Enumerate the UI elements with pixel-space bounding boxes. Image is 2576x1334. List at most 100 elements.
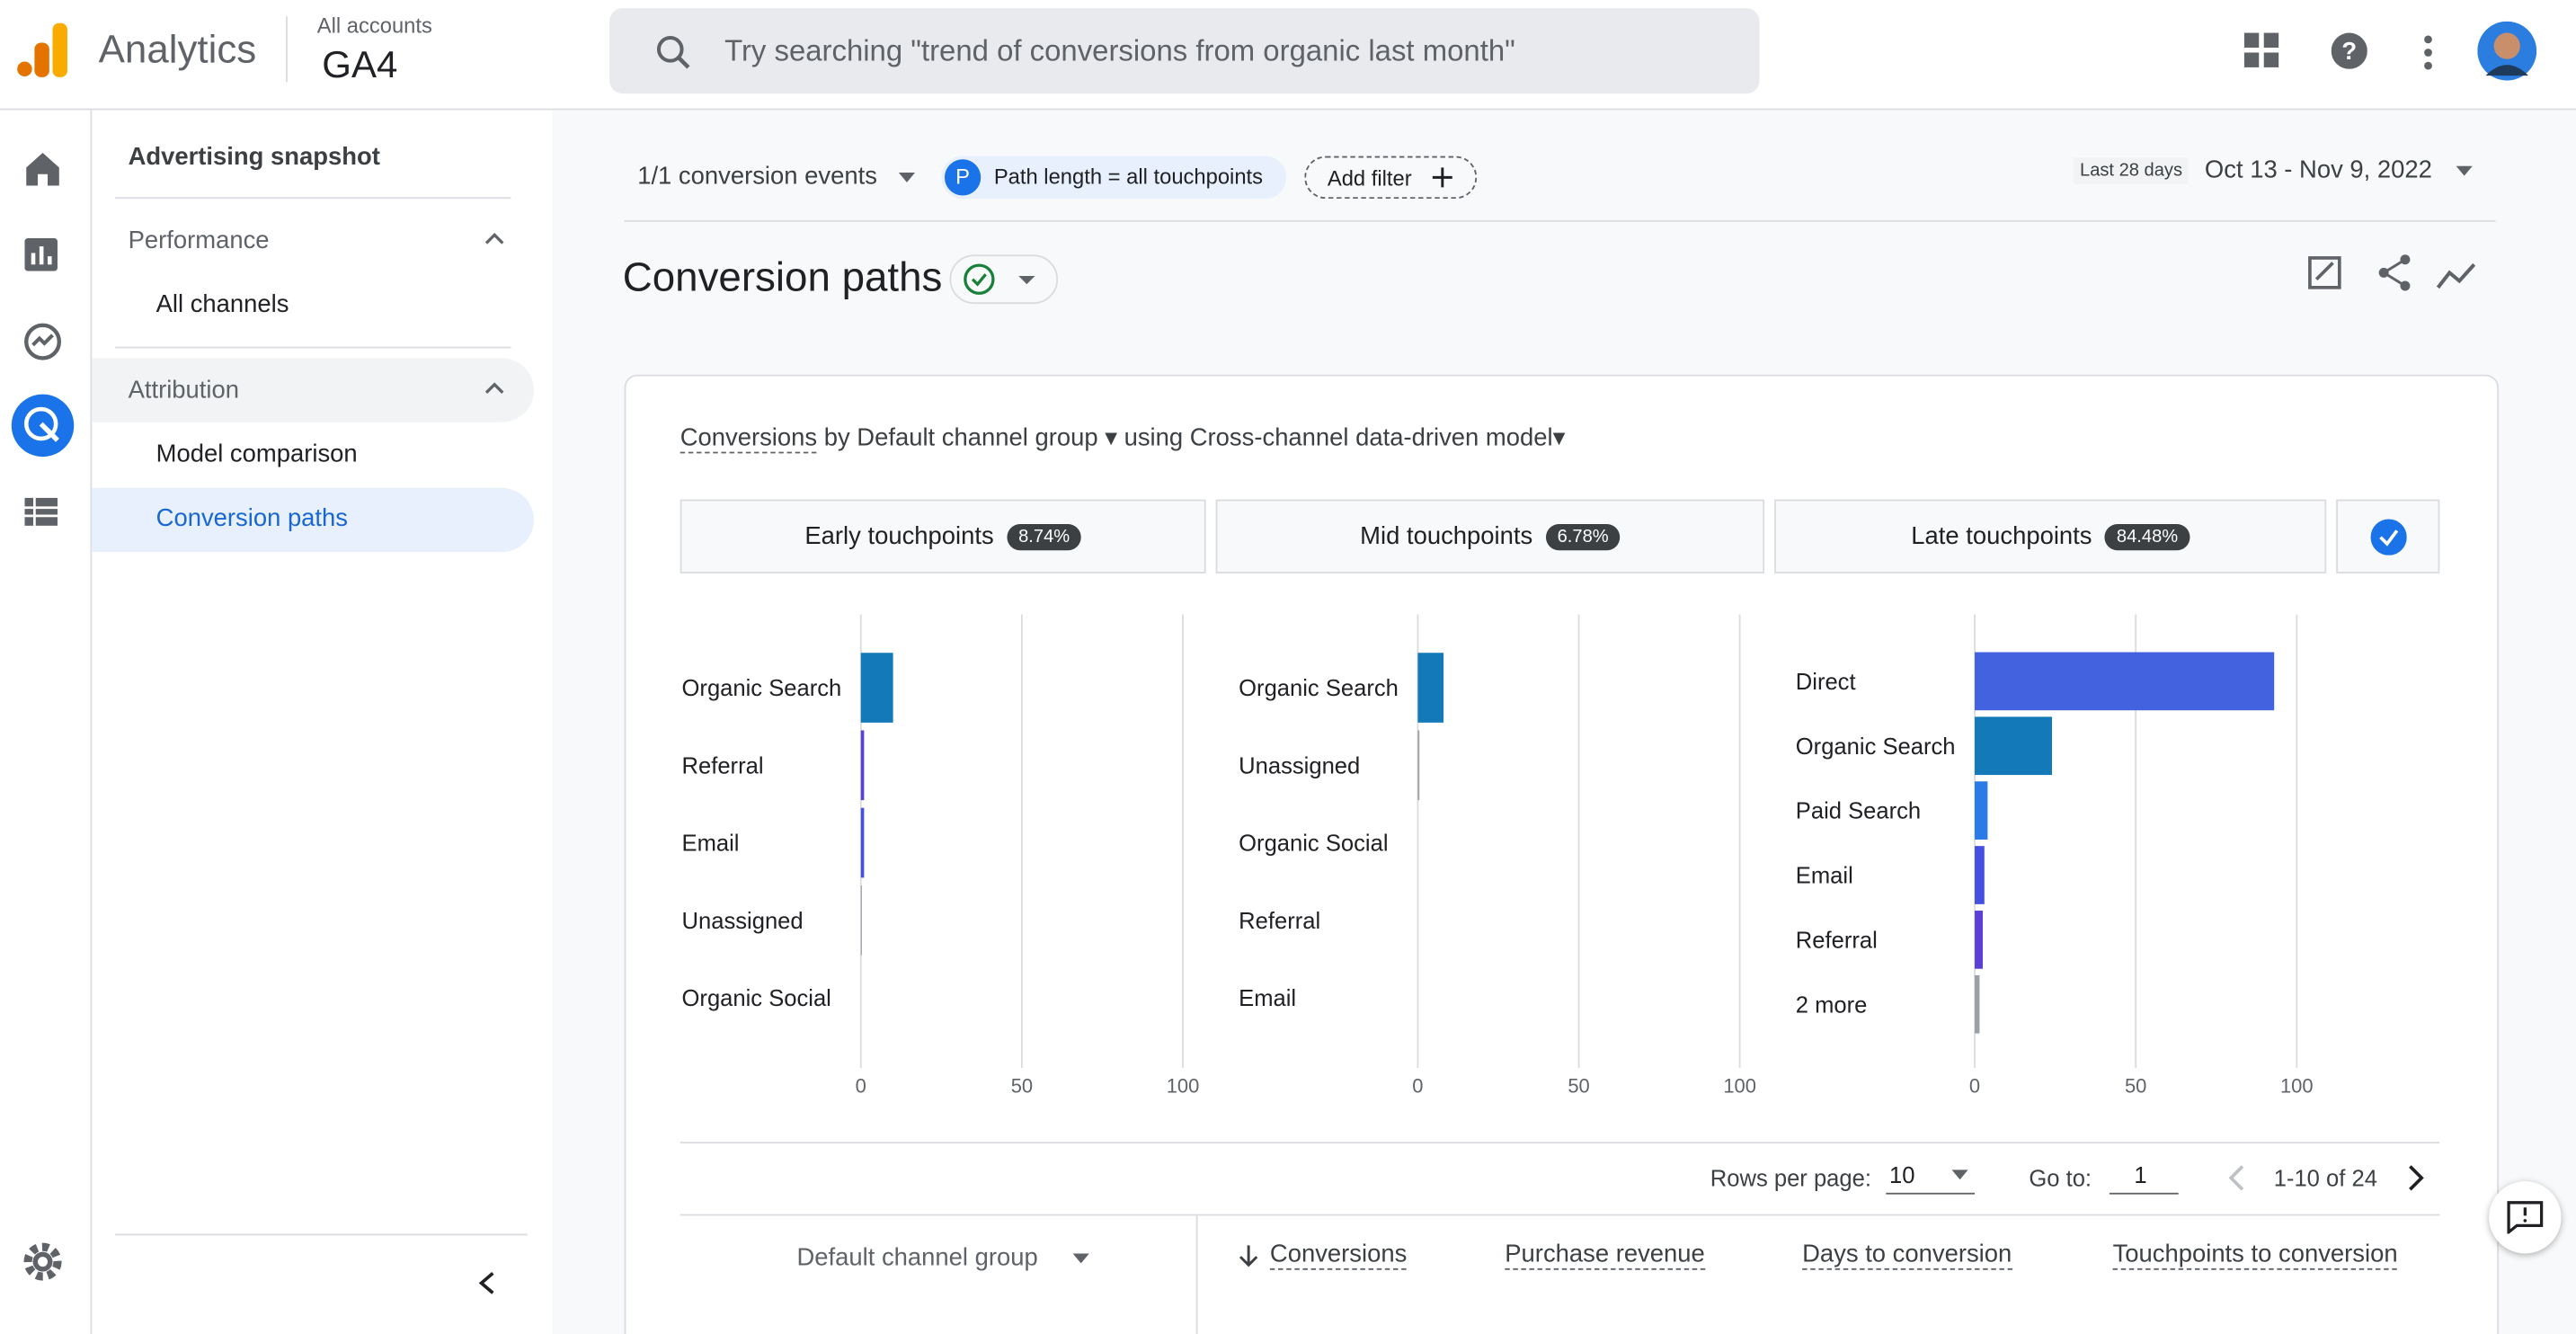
reports-icon[interactable] (24, 238, 60, 274)
explore-icon[interactable] (23, 322, 63, 361)
bar (1975, 652, 2275, 711)
bar (1975, 974, 1980, 1034)
column-header[interactable]: Default channel group (796, 1243, 1038, 1272)
avatar[interactable] (2477, 21, 2537, 81)
dimension-picker[interactable]: by Default channel group (823, 423, 1098, 452)
home-icon[interactable] (23, 151, 63, 187)
dropdown-arrow (2456, 165, 2473, 176)
goto-input[interactable]: 1 (2109, 1157, 2179, 1195)
stage-tab[interactable]: Late touchpoints 84.48% (1774, 499, 2327, 574)
rows-select[interactable]: 10 (1886, 1157, 1976, 1195)
bar (860, 653, 893, 723)
column-header[interactable]: Purchase revenue (1505, 1240, 1705, 1270)
model-picker[interactable]: using Cross-channel data-driven model (1124, 423, 1553, 452)
stage-tab[interactable] (2336, 499, 2440, 574)
x-tick-label: 50 (2125, 1074, 2146, 1097)
status-menu[interactable] (949, 254, 1059, 305)
y-tick-label: Email (1796, 864, 1853, 889)
y-tick-label: Referral (1796, 929, 1878, 954)
x-tick-label: 100 (1167, 1074, 1200, 1097)
property-picker[interactable]: GA4 (322, 42, 398, 86)
rows-value: 10 (1888, 1161, 1915, 1188)
x-tick-label: 0 (1412, 1074, 1423, 1097)
page-range: 1-10 of 24 (2273, 1164, 2377, 1192)
x-tick-label: 0 (856, 1074, 866, 1097)
filter-chip[interactable]: P Path length = all touchpoints (941, 156, 1287, 200)
range-label: Last 28 days (2073, 157, 2190, 184)
bar (860, 730, 865, 801)
add-filter[interactable]: Add filter (1304, 156, 1478, 200)
nav-rail (0, 110, 93, 1334)
x-tick-label: 100 (1723, 1074, 1756, 1097)
product-name: Analytics (98, 28, 257, 73)
chart-heading: Conversions by Default channel group ▾ u… (680, 423, 1566, 454)
account-crumb[interactable]: All accounts (316, 13, 432, 39)
status-icon (964, 263, 1035, 295)
help-icon[interactable]: ? (2331, 32, 2367, 69)
collapse-nav[interactable] (476, 1270, 496, 1296)
stage-share: 6.78% (1545, 523, 1621, 550)
collapse-icon[interactable] (484, 381, 504, 395)
goto-value: 1 (2134, 1161, 2147, 1188)
next-page[interactable] (2407, 1165, 2427, 1191)
nav-section[interactable]: Attribution (128, 376, 240, 405)
nav-item-active[interactable]: Conversion paths (155, 504, 349, 533)
column-header[interactable]: Days to conversion (1802, 1240, 2012, 1270)
y-tick-label: Organic Social (1239, 832, 1388, 857)
configure-icon[interactable] (24, 497, 60, 528)
bar (1417, 653, 1444, 723)
y-tick-label: Organic Search (682, 676, 842, 701)
y-tick-label: Organic Social (682, 986, 831, 1011)
metric-picker[interactable]: Conversions (680, 423, 818, 454)
search-box[interactable]: Try searching "trend of conversions from… (609, 8, 1760, 94)
stage-tab[interactable]: Early touchpoints 8.74% (680, 499, 1206, 574)
svg-text:?: ? (2341, 37, 2357, 65)
nav-section[interactable]: Performance (128, 227, 270, 255)
y-tick-label: Email (682, 832, 740, 857)
y-tick-label: Direct (1796, 670, 1856, 695)
y-tick-label: Unassigned (682, 909, 804, 934)
dropdown-arrow (898, 172, 916, 182)
settings-icon[interactable] (23, 1242, 63, 1282)
chip-text: Path length = all touchpoints (993, 164, 1264, 190)
toolbar-icons[interactable] (2306, 252, 2487, 295)
column-header[interactable]: Touchpoints to conversion (2112, 1240, 2398, 1270)
nav-item[interactable]: Advertising snapshot (128, 143, 380, 172)
x-tick-label: 50 (1011, 1074, 1033, 1097)
stage-name: Mid touchpoints (1360, 522, 1533, 551)
stage-share: 84.48% (2105, 523, 2190, 550)
chip-letter: P (944, 159, 982, 196)
sidebar: Advertising snapshot Performance All cha… (92, 110, 553, 1334)
nav-item[interactable]: All channels (155, 290, 289, 319)
bar (860, 807, 865, 878)
advertising-icon[interactable] (10, 393, 76, 458)
bar (1975, 846, 1985, 904)
feedback-button[interactable] (2489, 1181, 2562, 1254)
y-tick-label: Referral (682, 753, 764, 778)
stage-share: 8.74% (1007, 523, 1081, 550)
x-tick-label: 0 (1969, 1074, 1980, 1097)
page-title: Conversion paths (622, 254, 943, 301)
rows-label: Rows per page: (1710, 1164, 1871, 1192)
column-header[interactable]: Conversions (1269, 1240, 1408, 1270)
bar (1417, 730, 1420, 801)
date-range[interactable]: Oct 13 - Nov 9, 2022 (2204, 156, 2432, 184)
prev-page[interactable] (2226, 1165, 2246, 1191)
apps-icon[interactable] (2243, 32, 2280, 69)
stage-tab[interactable]: Mid touchpoints 6.78% (1215, 499, 1765, 574)
events-picker[interactable]: 1/1 conversion events (637, 162, 877, 191)
logo (17, 22, 67, 77)
search-placeholder: Try searching "trend of conversions from… (724, 34, 1515, 67)
search-icon (656, 36, 690, 69)
x-tick-label: 50 (1568, 1074, 1589, 1097)
stage-name: Late touchpoints (1911, 522, 2092, 551)
more-icon[interactable] (2421, 34, 2435, 70)
bar (1975, 911, 1983, 969)
bar (1975, 716, 2053, 776)
x-tick-label: 100 (2280, 1074, 2314, 1097)
collapse-icon[interactable] (484, 232, 504, 245)
stage-name: Early touchpoints (804, 522, 994, 551)
nav-item[interactable]: Model comparison (155, 440, 358, 468)
